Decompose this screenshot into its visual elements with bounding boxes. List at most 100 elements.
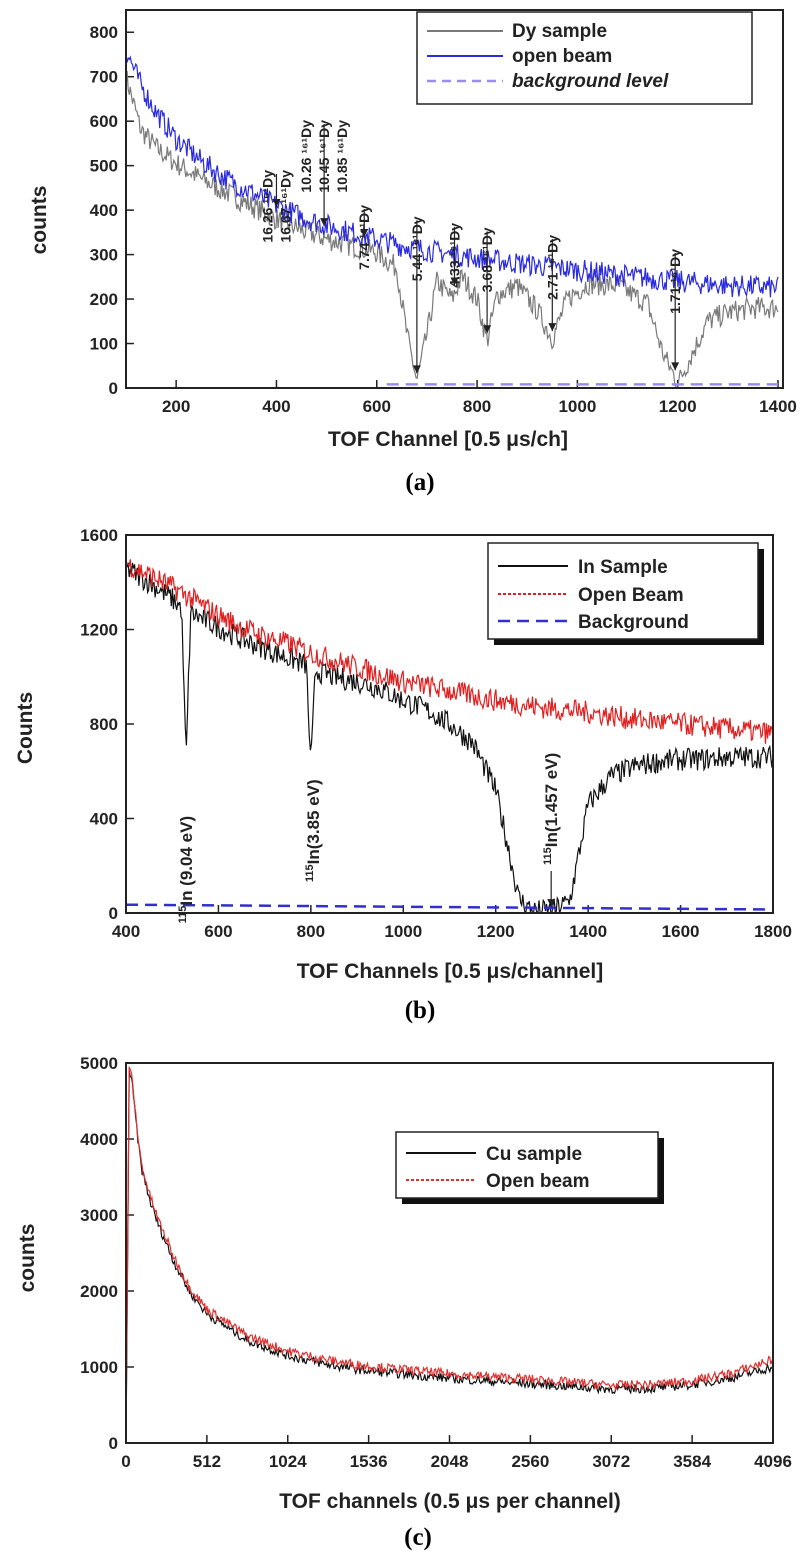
panel-a-ytick-label: 600 — [90, 112, 118, 131]
legend-label-open-beam-b: Open Beam — [578, 585, 684, 606]
panel-b-xtick-label: 400 — [112, 922, 140, 941]
panel-a-annotation-arrowhead — [450, 277, 459, 286]
panel-a-annotation-label: 10.85 ¹⁶¹Dy — [334, 120, 350, 193]
panel-b-xtick-label: 1000 — [384, 922, 422, 941]
panel-a-annotation-arrowhead — [483, 325, 492, 334]
panel-a-ytick-label: 100 — [90, 335, 118, 354]
panel-a-annotation-label: 16.26 ¹⁶¹Dy — [260, 170, 276, 243]
panel-a-annotation-arrowhead — [548, 323, 557, 332]
panel-b-xtick-label: 1600 — [662, 922, 700, 941]
panel-c-axes: 0 512 1024 1536 2048 2560 3072 3584 4096 0 1000 200… — [80, 1054, 792, 1471]
panel-b-annotations: 115In (9.04 eV) 115In(3.85 eV) 115In(1.457… — [177, 753, 561, 924]
panel-c-ytick-label: 5000 — [80, 1054, 118, 1073]
series-line-open-beam — [125, 1066, 774, 1440]
panel-a-axes: 200 400 600 800 1000 1200 1400 0 100 200 300 400 500… — [90, 23, 797, 416]
legend-label-background-b: Background — [578, 612, 689, 633]
panel-c: 0 512 1024 1536 2048 2560 3072 3584 4096 0 1000 200… — [16, 1054, 792, 1551]
panel-b-legend: In Sample Open Beam Background — [487, 542, 764, 645]
panel-a-xtick-label: 1200 — [659, 397, 697, 416]
panel-c-ytick-label: 2000 — [80, 1282, 118, 1301]
panel-c-xtick-label: 4096 — [754, 1452, 792, 1471]
panel-b-series — [125, 559, 774, 915]
panel-b-annotation-text: In(3.85 eV) — [304, 779, 323, 864]
panel-c-xtick-label: 2560 — [511, 1452, 549, 1471]
panel-a-ylabel: counts — [28, 186, 51, 255]
panel-a-legend: Dy sample open beam background level — [416, 11, 753, 105]
panel-a-annotation-arrowhead — [671, 362, 680, 371]
panel-a-annotation-arrowhead — [412, 365, 421, 374]
panel-a-ytick-label: 700 — [90, 68, 118, 87]
panel-c-series — [125, 1066, 774, 1440]
panel-c-ytick-label: 0 — [109, 1434, 118, 1453]
panel-a-xtick-label: 600 — [363, 397, 391, 416]
panel-b-ylabel: Counts — [14, 692, 37, 764]
panel-a-xtick-label: 800 — [463, 397, 491, 416]
panel-c-xlabel: TOF channels (0.5 μs per channel) — [279, 1490, 621, 1513]
panel-b-annotation-text: In (9.04 eV) — [177, 816, 196, 906]
panel-c-xtick-label: 3584 — [673, 1452, 711, 1471]
panel-a-legend-box — [416, 11, 753, 105]
panel-c-xtick-label: 3072 — [592, 1452, 630, 1471]
panel-a-xlabel: TOF Channel [0.5 μs/ch] — [328, 428, 568, 451]
panel-a-xtick-label: 400 — [262, 397, 290, 416]
panel-b-annotation-label: 115In (9.04 eV) — [177, 816, 196, 924]
panel-a-annotation-arrowhead — [320, 218, 329, 227]
panel-a-ytick-label: 200 — [90, 290, 118, 309]
panel-c-ytick-label: 3000 — [80, 1206, 118, 1225]
panel-c-ylabel: counts — [16, 1224, 39, 1293]
panel-a-xtick-label: 200 — [162, 397, 190, 416]
panel-b-axes: 400 600 800 1000 1200 1400 1600 180004008001200… — [80, 526, 792, 941]
panel-b-annotation-isotope: 115 — [177, 906, 189, 924]
panel-b-xlabel: TOF Channels [0.5 μs/channel] — [297, 960, 604, 983]
panel-a-caption: (a) — [405, 469, 434, 496]
panel-b-annotation-label: 115In(3.85 eV) — [304, 779, 323, 882]
panel-c-xtick-label: 1024 — [269, 1452, 307, 1471]
legend-label-open-beam-c: Open beam — [486, 1171, 589, 1192]
panel-b-annotation-isotope: 115 — [304, 864, 316, 882]
panel-b-ytick-label: 1600 — [80, 526, 118, 545]
panel-b-annotation-text: In(1.457 eV) — [542, 753, 561, 848]
panel-a-annotation-label: 7.74 ¹⁶¹Dy — [356, 205, 372, 270]
panel-c-xtick-label: 1536 — [350, 1452, 388, 1471]
legend-label-in-sample: In Sample — [578, 557, 668, 578]
series-line-open-beam — [125, 559, 774, 744]
series-line-dy-sample — [125, 70, 779, 390]
panel-a-ytick-label: 300 — [90, 246, 118, 265]
panel-a-annotation-arrowhead — [360, 229, 369, 238]
panel-c-xtick-label: 0 — [121, 1452, 130, 1471]
panel-a-annotation-label: 16.67 ¹⁶¹Dy — [278, 170, 294, 243]
panel-a-annotation-arrowhead — [272, 199, 281, 208]
panel-b-xtick-label: 600 — [204, 922, 232, 941]
panel-b-xtick-label: 1400 — [569, 922, 607, 941]
panel-b-frame — [125, 534, 774, 914]
panel-a-ytick-label: 800 — [90, 23, 118, 42]
panel-b-annotation-label: 115In(1.457 eV) — [542, 753, 561, 865]
panel-b-annotation-arrowhead — [547, 899, 556, 908]
legend-label-open-beam: open beam — [512, 46, 612, 67]
panel-a-ytick-label: 500 — [90, 157, 118, 176]
legend-label-cu-sample: Cu sample — [486, 1144, 582, 1165]
panel-b-annotation-isotope: 115 — [542, 847, 554, 865]
panel-c-ytick-label: 1000 — [80, 1358, 118, 1377]
panel-c-ytick-label: 4000 — [80, 1130, 118, 1149]
panel-b-ytick-label: 0 — [109, 904, 118, 923]
panel-b-ytick-label: 800 — [90, 715, 118, 734]
panel-b-ytick-label: 400 — [90, 810, 118, 829]
panel-a-series — [125, 54, 779, 390]
panel-b: 400 600 800 1000 1200 1400 1600 180004008001200… — [14, 526, 792, 1024]
panel-a-annotation-label: 10.26 ¹⁶¹Dy — [298, 120, 314, 193]
panel-c-legend: Cu sample Open beam — [395, 1131, 664, 1204]
panel-a: 200 400 600 800 1000 1200 1400 0 100 200 300 400 500… — [28, 9, 797, 496]
legend-label-background: background level — [512, 71, 669, 92]
panel-b-caption: (b) — [405, 997, 436, 1024]
series-line-in-sample — [125, 562, 774, 915]
panel-a-xtick-label: 1400 — [759, 397, 797, 416]
panel-b-ytick-label: 1200 — [80, 621, 118, 640]
panel-c-legend-box — [395, 1131, 659, 1199]
series-line-cu-sample — [125, 1070, 774, 1440]
panel-c-caption: (c) — [404, 1524, 432, 1551]
legend-label-dy-sample: Dy sample — [512, 21, 607, 42]
series-line-open-beam — [125, 54, 779, 298]
